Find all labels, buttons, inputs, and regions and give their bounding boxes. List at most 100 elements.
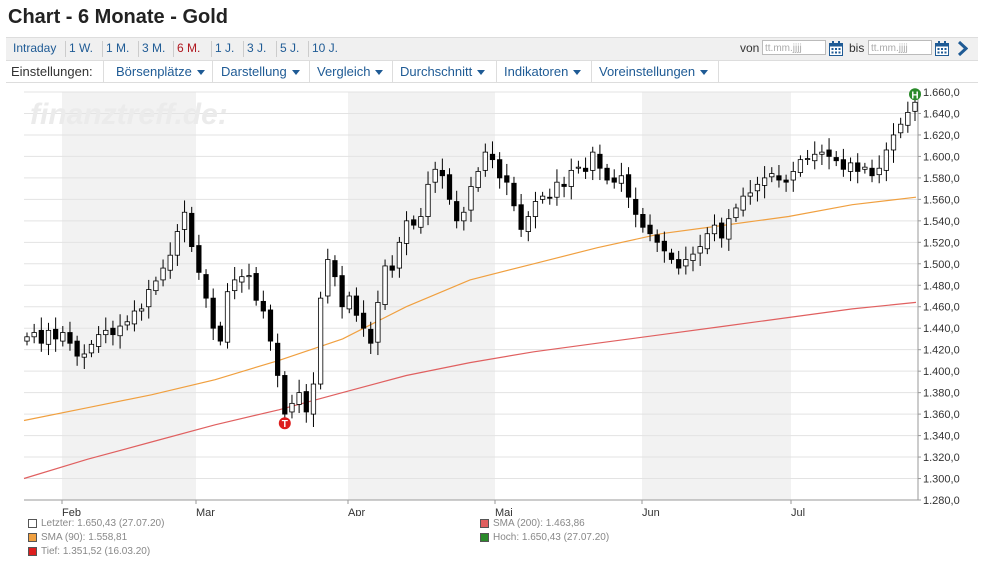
menu-divider: [591, 60, 592, 82]
calendar-icon[interactable]: [829, 41, 843, 56]
calendar-icon[interactable]: [935, 41, 949, 56]
candle-body: [783, 179, 789, 183]
tab-10-j[interactable]: 10 J.: [312, 41, 339, 55]
candle-body: [196, 245, 202, 273]
tab-5-j[interactable]: 5 J.: [280, 41, 300, 55]
legend-swatch: [28, 518, 37, 528]
candle-body: [181, 211, 188, 230]
menu-darstellung[interactable]: Darstellung: [221, 64, 300, 79]
tab-1-j[interactable]: 1 J.: [215, 41, 235, 55]
y-tick-label: 1.360,0: [923, 409, 960, 421]
menu-divider: [392, 60, 393, 82]
candle-body: [117, 325, 123, 337]
legend-entry: Hoch: 1.650,43 (27.07.20): [480, 532, 609, 543]
tab-1-w[interactable]: 1 W.: [69, 41, 94, 55]
chevron-right-icon[interactable]: [956, 41, 968, 56]
tab-6-m[interactable]: 6 M.: [177, 41, 201, 55]
candle-body: [210, 297, 216, 329]
candle-body: [582, 167, 589, 172]
candle-body: [754, 183, 761, 192]
legend-swatch: [28, 546, 37, 556]
candle-body: [282, 375, 288, 415]
candle-body: [711, 224, 718, 235]
menu-boersenplaetze[interactable]: Börsenplätze: [116, 64, 205, 79]
y-tick-label: 1.500,0: [923, 259, 960, 271]
x-tick-label: Mar: [196, 507, 215, 516]
candle-body: [597, 153, 603, 169]
tab-intraday[interactable]: Intraday: [13, 41, 57, 55]
candle-body: [833, 157, 839, 162]
legend-entry: SMA (90): 1.558,81: [28, 532, 127, 543]
candle-body: [468, 186, 474, 211]
candle-body: [819, 151, 825, 155]
candle-body: [547, 196, 553, 199]
menu-label: Indikatoren: [504, 64, 569, 79]
menu-vergleich[interactable]: Vergleich: [317, 64, 384, 79]
menu-durchschnitt[interactable]: Durchschnitt: [400, 64, 486, 79]
candle-body: [239, 276, 245, 283]
tab-divider: [102, 41, 103, 57]
candle-body: [325, 259, 331, 297]
candle-body: [217, 325, 223, 342]
month-band: [348, 92, 495, 500]
candle-body: [761, 177, 768, 186]
x-tick-label: Mai: [495, 507, 513, 516]
to-label: bis: [849, 41, 865, 55]
menu-label: Vergleich: [317, 64, 371, 79]
menu-voreinstellungen[interactable]: Voreinstellungen: [599, 64, 709, 79]
watermark: finanztreff.de:: [30, 98, 228, 131]
y-tick-label: 1.640,0: [923, 108, 960, 120]
candle-body: [60, 332, 66, 342]
candle-body: [912, 101, 918, 112]
legend-text: Hoch: 1.650,43 (27.07.20): [493, 532, 610, 543]
candle-body: [203, 274, 209, 299]
y-tick-label: 1.620,0: [923, 130, 960, 142]
chart-area: 1.280,0 1.300,0 1.320,0 1.340,0 1.360,0 1.380…: [0, 86, 987, 519]
candle-body: [640, 213, 646, 228]
legend-entry: SMA (200): 1.463,86: [480, 518, 585, 529]
candle-body: [862, 166, 868, 170]
menu-divider: [496, 60, 497, 82]
candle-body: [661, 240, 667, 252]
legend-text: Tief: 1.351,52 (16.03.20): [41, 546, 151, 557]
tab-divider: [138, 41, 139, 57]
candle-body: [676, 259, 682, 269]
tab-3-j[interactable]: 3 J.: [247, 41, 267, 55]
menu-label: Darstellung: [221, 64, 287, 79]
candle-body: [31, 332, 37, 338]
candle-body: [625, 174, 632, 198]
month-band: [62, 92, 196, 500]
tab-3-m[interactable]: 3 M.: [142, 41, 166, 55]
y-tick-label: 1.340,0: [923, 431, 960, 443]
from-date-input[interactable]: tt.mm.jjjj: [762, 40, 826, 55]
candle-body: [489, 153, 496, 161]
tab-1-m[interactable]: 1 M.: [106, 41, 130, 55]
x-tick-label: Jun: [642, 507, 660, 516]
candle-body: [138, 308, 145, 312]
x-tick-label: Jul: [791, 507, 805, 516]
low-marker-label: T: [282, 419, 288, 430]
candle-body: [382, 265, 388, 305]
y-tick-label: 1.280,0: [923, 495, 960, 507]
legend-entry: Letzter: 1.650,43 (27.07.20): [28, 518, 164, 529]
menu-indikatoren[interactable]: Indikatoren: [504, 64, 582, 79]
candle-body: [303, 391, 309, 413]
tab-divider: [173, 41, 174, 57]
sma200-line: [23, 301, 917, 480]
candle-body: [38, 329, 44, 344]
candle-body: [704, 233, 710, 250]
candle-body: [539, 195, 546, 200]
page-title: Chart - 6 Monate - Gold: [8, 6, 228, 28]
caret-down-icon: [291, 70, 300, 76]
y-tick-label: 1.560,0: [923, 194, 960, 206]
to-date-input[interactable]: tt.mm.jjjj: [868, 40, 932, 55]
candle-body: [604, 167, 610, 181]
y-tick-label: 1.480,0: [923, 280, 960, 292]
price-chart: 1.280,0 1.300,0 1.320,0 1.340,0 1.360,0 1.380…: [23, 87, 960, 519]
candle-body: [719, 222, 725, 239]
range-tab-bar: Intraday 1 W. 1 M. 3 M. 6 M. 1 J. 3 J. 5 J. 10 J…: [6, 37, 978, 61]
candle-body: [110, 327, 116, 336]
candle-body: [332, 260, 338, 278]
legend-swatch: [480, 518, 489, 528]
candle-body: [296, 392, 302, 405]
